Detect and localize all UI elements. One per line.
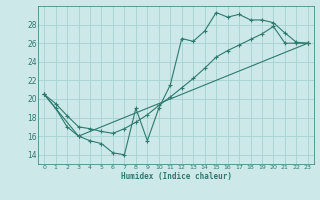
X-axis label: Humidex (Indice chaleur): Humidex (Indice chaleur) xyxy=(121,172,231,181)
